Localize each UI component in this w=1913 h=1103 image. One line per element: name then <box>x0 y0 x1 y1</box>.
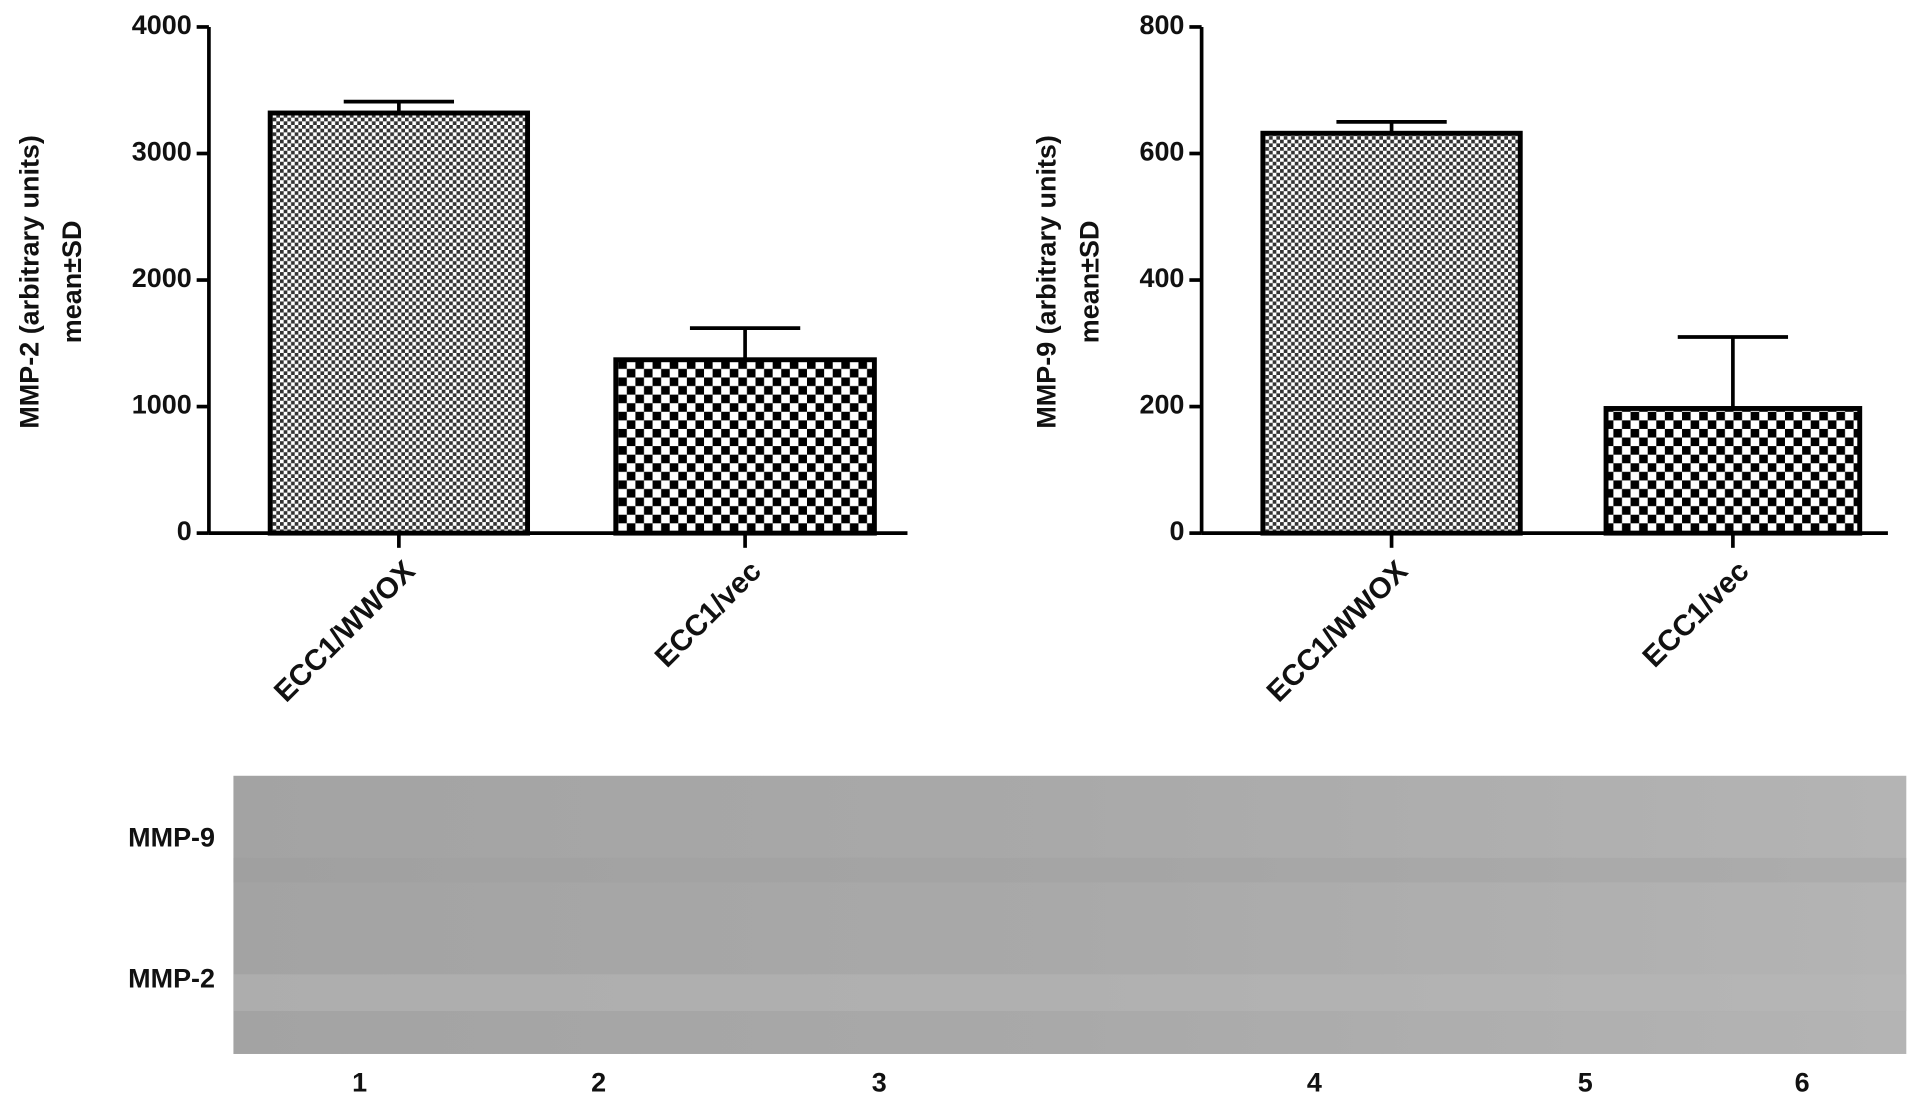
y-axis-label: mean±SD <box>1074 221 1104 344</box>
bar <box>1603 406 1863 536</box>
bar <box>267 110 531 536</box>
band-label: MMP-9 <box>128 823 215 853</box>
y-tick-label: 200 <box>1139 390 1184 420</box>
band-label: MMP-2 <box>128 964 215 994</box>
y-axis-label: MMP-2 (arbitrary units) <box>14 135 44 429</box>
y-tick-label: 2000 <box>132 263 192 293</box>
bar <box>1260 130 1523 536</box>
y-tick-label: 0 <box>177 516 192 546</box>
x-tick-label: ECC1/WWOX <box>268 554 422 708</box>
lane-label: 4 <box>1307 1068 1322 1098</box>
gel-image <box>233 775 1907 1054</box>
gel-band <box>233 857 1907 883</box>
bar <box>613 357 877 536</box>
x-tick-label: ECC1/vec <box>1636 555 1755 674</box>
x-tick-label: ECC1/vec <box>649 555 768 674</box>
lane-label: 2 <box>591 1068 606 1098</box>
lane-label: 1 <box>352 1068 367 1098</box>
lane-label: 6 <box>1795 1068 1810 1098</box>
y-tick-label: 4000 <box>132 10 192 40</box>
y-axis-label: MMP-9 (arbitrary units) <box>1032 135 1062 429</box>
y-tick-label: 0 <box>1169 516 1184 546</box>
lane-label: 5 <box>1578 1068 1593 1098</box>
y-axis-label: mean±SD <box>57 221 87 344</box>
y-tick-label: 400 <box>1139 263 1184 293</box>
x-tick-label: ECC1/WWOX <box>1260 554 1414 708</box>
gel-band <box>233 974 1907 1012</box>
y-tick-label: 3000 <box>132 137 192 167</box>
y-tick-label: 800 <box>1139 10 1184 40</box>
lane-label: 3 <box>872 1068 887 1098</box>
y-tick-label: 600 <box>1139 137 1184 167</box>
y-tick-label: 1000 <box>132 390 192 420</box>
